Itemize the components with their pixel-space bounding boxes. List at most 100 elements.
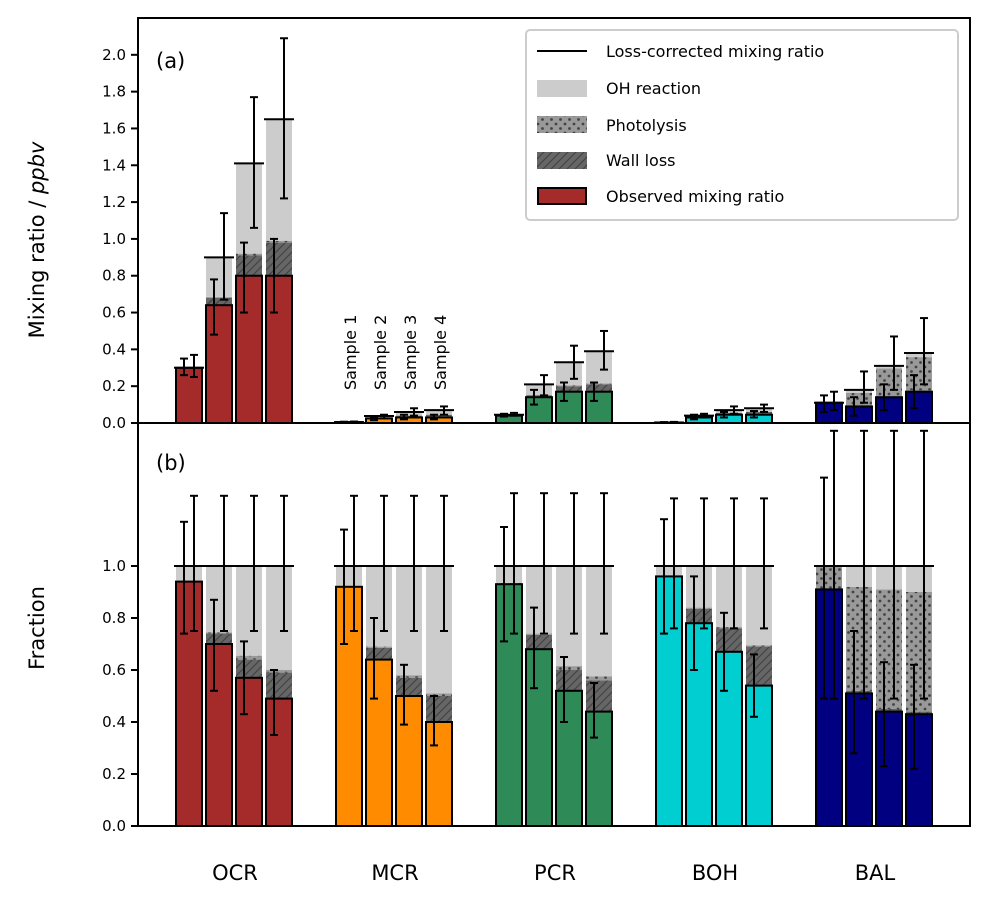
bar-oh-reaction-ocr-3	[236, 566, 262, 656]
error-bar-corrected-ocr-4	[280, 37, 288, 200]
category-label-boh: BOH	[692, 861, 738, 885]
bar-observed-pcr-4	[585, 710, 613, 827]
bar-photolysis-pcr-2	[526, 633, 552, 635]
bar-wall-loss-bal-4	[906, 711, 932, 715]
error-bar-observed-pcr-2	[530, 606, 538, 690]
error-bar-corrected-mcr-3	[410, 407, 418, 417]
bar-oh-reaction-bal-4	[906, 566, 932, 592]
panel-b-ytick-label: 1.0	[102, 557, 126, 575]
bar-observed-boh-3	[715, 413, 743, 425]
bar-observed-ocr-3	[235, 676, 263, 827]
bar-photolysis-ocr-4	[266, 670, 292, 673]
bar-observed-boh-4	[745, 413, 773, 425]
bar-wall-loss-pcr-3	[556, 386, 582, 392]
error-bar-observed-boh-2	[690, 575, 698, 671]
bar-observed-boh-2	[685, 622, 713, 828]
bar-photolysis-ocr-3	[236, 655, 262, 660]
sample-label-3: Sample 3	[401, 315, 420, 390]
category-label-ocr: OCR	[212, 861, 258, 885]
bar-oh-reaction-pcr-4	[586, 566, 612, 677]
panel-a-ytick-label: 2.0	[102, 46, 126, 64]
bar-oh-reaction-bal-4	[906, 353, 932, 358]
bar-oh-reaction-boh-3	[716, 410, 742, 413]
panel-a-ytick-label: 1.8	[102, 83, 126, 101]
bar-observed-pcr-3	[555, 689, 583, 827]
error-bar-observed-boh-4	[750, 410, 758, 419]
bar-oh-reaction-pcr-1	[496, 566, 522, 583]
error-bar-corrected-bal-3	[890, 335, 898, 391]
bar-wall-loss-pcr-4	[586, 384, 612, 392]
error-bar-observed-pcr-2	[530, 388, 538, 406]
bar-observed-pcr-3	[555, 390, 583, 425]
bar-photolysis-ocr-3	[236, 253, 262, 256]
error-bar-corrected-bal-4	[920, 429, 928, 700]
error-bar-observed-bal-3	[880, 383, 888, 412]
bar-wall-loss-boh-3	[716, 628, 742, 652]
error-bar-observed-bal-1	[820, 476, 828, 700]
bar-photolysis-ocr-4	[266, 240, 292, 243]
error-bar-corrected-boh-4	[760, 403, 768, 413]
bar-oh-reaction-mcr-3	[396, 566, 422, 676]
error-bar-corrected-ocr-3	[250, 494, 258, 632]
bar-observed-bal-2	[845, 405, 873, 425]
bar-photolysis-pcr-3	[556, 666, 582, 670]
error-bar-observed-ocr-1	[180, 520, 188, 635]
error-bar-corrected-bal-2	[860, 370, 868, 404]
panel-b-frame	[137, 422, 971, 827]
error-bar-corrected-ocr-3	[250, 96, 258, 229]
error-bar-corrected-pcr-4	[600, 329, 608, 371]
panel-b-ytick-label: 0.2	[102, 765, 126, 783]
bar-wall-loss-boh-4	[746, 646, 772, 686]
bar-observed-ocr-4	[265, 697, 293, 827]
error-bar-corrected-bal-1	[830, 429, 838, 700]
panel-b-label: (b)	[156, 451, 186, 475]
bar-wall-loss-mcr-2	[366, 647, 392, 660]
error-bar-corrected-ocr-1	[190, 353, 198, 378]
error-bar-observed-ocr-4	[270, 669, 278, 736]
error-bar-observed-mcr-4	[430, 695, 438, 747]
bar-observed-boh-4	[745, 684, 773, 827]
error-bar-corrected-pcr-1	[510, 492, 518, 635]
error-bar-corrected-mcr-2	[380, 494, 388, 632]
legend-swatch-photolysis	[537, 116, 587, 133]
category-label-mcr: MCR	[371, 861, 418, 885]
bar-oh-reaction-bal-2	[846, 389, 872, 393]
bar-photolysis-bal-4	[906, 592, 932, 712]
error-bar-corrected-pcr-4	[600, 492, 608, 635]
bar-observed-pcr-2	[525, 396, 553, 424]
error-bar-observed-bal-1	[820, 394, 828, 413]
bar-observed-mcr-4	[425, 721, 453, 827]
bar-wall-loss-ocr-2	[206, 633, 232, 644]
bar-observed-ocr-1	[175, 366, 203, 425]
panel-b-plot: 0.0 0.2 0.4 0.6 0.8 1.0	[102, 429, 934, 835]
bar-observed-pcr-1	[495, 583, 523, 828]
error-bar-corrected-ocr-1	[190, 494, 198, 632]
error-bar-corrected-pcr-3	[570, 492, 578, 635]
bar-wall-loss-boh-4	[746, 411, 772, 415]
legend-label-wall: Wall loss	[606, 151, 675, 170]
bar-photolysis-pcr-3	[556, 385, 582, 387]
error-bar-observed-ocr-3	[240, 640, 248, 716]
bar-oh-reaction-mcr-2	[366, 566, 392, 647]
legend-swatch-oh	[537, 80, 587, 97]
bar-photolysis-mcr-4	[426, 693, 452, 696]
bar-photolysis-ocr-2	[206, 632, 232, 634]
error-bar-corrected-bal-4	[920, 317, 928, 386]
bar-oh-reaction-bal-3	[876, 365, 902, 369]
bar-observed-bal-3	[875, 710, 903, 827]
panel-b-ytick-label: 0.6	[102, 661, 126, 679]
panel-a-ytick-label: 1.4	[102, 156, 126, 174]
bar-observed-mcr-2	[365, 658, 393, 827]
bar-wall-loss-bal-2	[846, 690, 872, 694]
error-bar-observed-mcr-3	[400, 663, 408, 726]
bar-photolysis-boh-4	[746, 645, 772, 647]
legend-frame	[525, 29, 959, 221]
bar-oh-reaction-ocr-2	[206, 566, 232, 633]
bar-observed-bal-4	[905, 390, 933, 425]
bar-photolysis-pcr-4	[586, 676, 612, 681]
legend: Loss-corrected mixing ratio OH reaction …	[525, 29, 959, 221]
bar-photolysis-mcr-2	[366, 646, 392, 648]
sample-label-1: Sample 1	[341, 315, 360, 390]
bar-observed-ocr-4	[265, 274, 293, 424]
bar-photolysis-mcr-3	[396, 675, 422, 678]
